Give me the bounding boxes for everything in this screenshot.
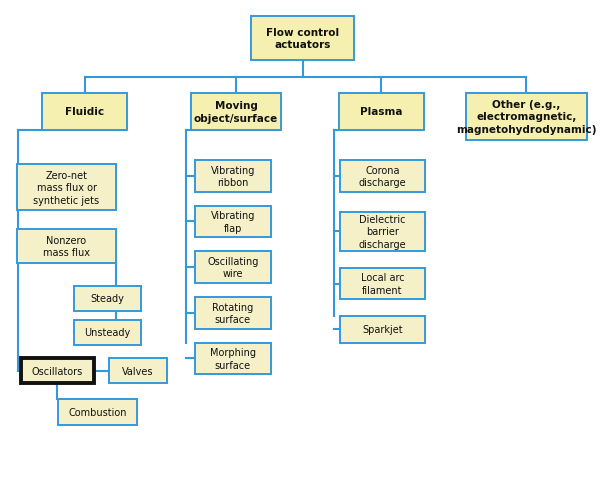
- FancyBboxPatch shape: [109, 358, 166, 384]
- Text: Vibrating
ribbon: Vibrating ribbon: [211, 165, 255, 188]
- FancyBboxPatch shape: [195, 252, 271, 283]
- Text: Oscillating
wire: Oscillating wire: [208, 256, 258, 279]
- Text: Flow control
actuators: Flow control actuators: [266, 28, 339, 50]
- Text: Nonzero
mass flux: Nonzero mass flux: [43, 235, 90, 258]
- FancyBboxPatch shape: [74, 286, 141, 311]
- Text: Vibrating
flap: Vibrating flap: [211, 211, 255, 233]
- Text: Plasma: Plasma: [360, 107, 402, 117]
- FancyBboxPatch shape: [21, 358, 94, 384]
- Text: Unsteady: Unsteady: [85, 328, 131, 338]
- FancyBboxPatch shape: [339, 94, 423, 130]
- FancyBboxPatch shape: [58, 400, 137, 425]
- Text: Local arc
filament: Local arc filament: [361, 273, 404, 295]
- FancyBboxPatch shape: [340, 316, 425, 343]
- FancyBboxPatch shape: [74, 320, 141, 346]
- FancyBboxPatch shape: [251, 17, 354, 61]
- FancyBboxPatch shape: [195, 297, 271, 329]
- FancyBboxPatch shape: [191, 94, 281, 130]
- Text: Corona
discharge: Corona discharge: [359, 165, 406, 188]
- Text: Moving
object/surface: Moving object/surface: [194, 101, 278, 123]
- FancyBboxPatch shape: [340, 212, 425, 251]
- Text: Combustion: Combustion: [68, 407, 126, 417]
- FancyBboxPatch shape: [42, 94, 127, 130]
- Text: Fluidic: Fluidic: [65, 107, 104, 117]
- FancyBboxPatch shape: [16, 165, 116, 211]
- FancyBboxPatch shape: [195, 343, 271, 375]
- FancyBboxPatch shape: [340, 161, 425, 192]
- FancyBboxPatch shape: [195, 206, 271, 238]
- Text: Dielectric
barrier
discharge: Dielectric barrier discharge: [359, 214, 406, 249]
- FancyBboxPatch shape: [16, 229, 116, 264]
- Text: Morphing
surface: Morphing surface: [210, 347, 256, 370]
- Text: Rotating
surface: Rotating surface: [212, 302, 253, 325]
- Text: Zero-net
mass flux or
synthetic jets: Zero-net mass flux or synthetic jets: [33, 170, 100, 205]
- Text: Sparkjet: Sparkjet: [362, 325, 403, 334]
- FancyBboxPatch shape: [340, 268, 425, 300]
- Text: Other (e.g.,
electromagnetic,
magnetohydrodynamic): Other (e.g., electromagnetic, magnetohyd…: [456, 100, 597, 135]
- Text: Oscillators: Oscillators: [32, 366, 83, 376]
- Text: Valves: Valves: [122, 366, 154, 376]
- FancyBboxPatch shape: [195, 161, 271, 192]
- FancyBboxPatch shape: [466, 94, 587, 141]
- Text: Steady: Steady: [91, 294, 125, 304]
